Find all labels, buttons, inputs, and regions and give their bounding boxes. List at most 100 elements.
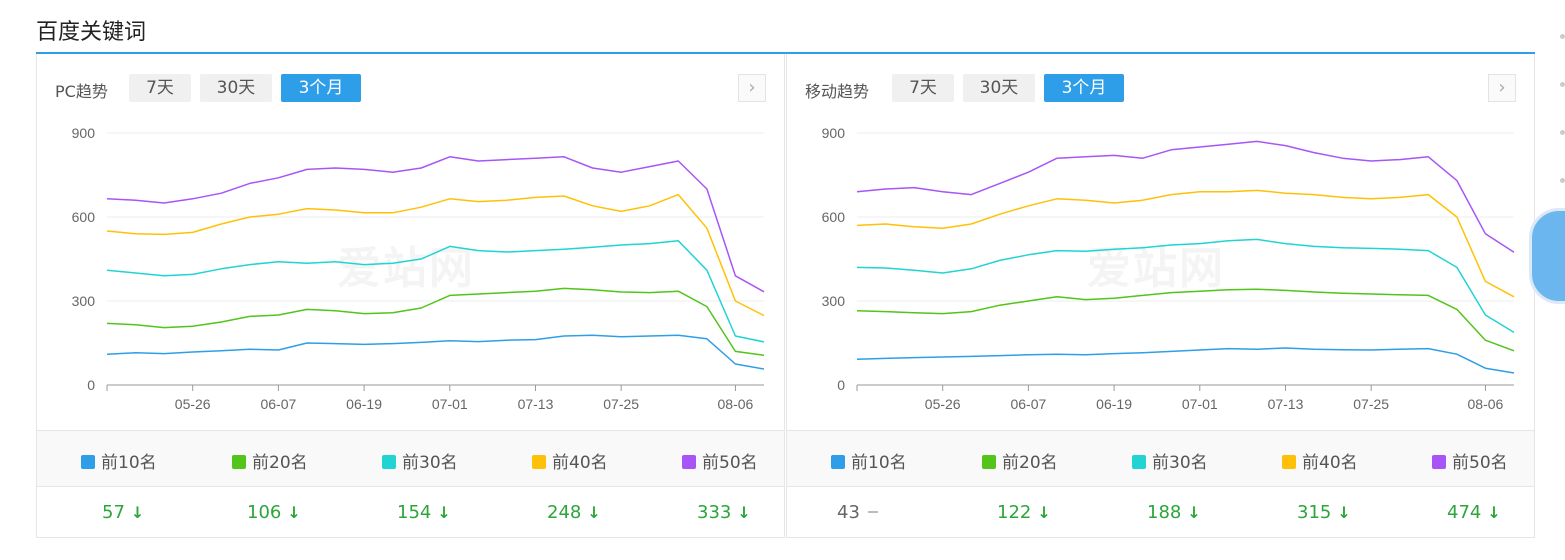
x-tick-label: 07-13 <box>518 396 554 412</box>
legend-label: 前20名 <box>252 453 308 473</box>
value-number: 333 <box>697 502 732 523</box>
series-line-3 <box>106 240 765 343</box>
legend-label: 前30名 <box>1152 453 1208 473</box>
value-number: 122 <box>997 502 1032 523</box>
mobile-legend-top10[interactable]: 前10名 <box>831 448 907 473</box>
legend-swatch <box>1132 455 1146 469</box>
pc-legend-top20[interactable]: 前20名 <box>232 448 308 473</box>
mobile-value-top20: 122 ↓ <box>997 502 1051 523</box>
value-number: 315 <box>1297 502 1332 523</box>
section-title: 百度关键词 <box>36 20 147 45</box>
pc-range-7d-button[interactable]: 7天 <box>129 74 191 102</box>
value-number: 43 <box>837 502 860 523</box>
x-tick-label: 05-26 <box>175 396 211 412</box>
y-tick-label: 300 <box>72 293 96 309</box>
series-line-2 <box>106 287 765 357</box>
mobile-trend-label: 移动趋势 <box>805 82 870 101</box>
pc-legend-top50[interactable]: 前50名 <box>682 448 758 473</box>
value-number: 57 <box>102 502 125 523</box>
legend-label: 前20名 <box>1002 453 1058 473</box>
arrow-down-icon: ↓ <box>287 503 301 522</box>
mobile-panel-header: 移动趋势 7天 30天 3个月 › <box>805 74 1516 104</box>
x-tick-label: 07-25 <box>603 396 639 412</box>
x-tick-label: 06-19 <box>1096 396 1132 412</box>
series-line-2 <box>856 288 1515 352</box>
series-line-4 <box>856 189 1515 298</box>
x-tick-label: 08-06 <box>1468 396 1504 412</box>
x-tick-label: 05-26 <box>925 396 961 412</box>
pc-legend-top10[interactable]: 前10名 <box>81 448 157 473</box>
legend-swatch <box>232 455 246 469</box>
pc-legend: 前10名 前20名 前30名 前40名 前50名 <box>37 430 784 487</box>
mobile-trend-chart: 0 300 600 900 05-26 06-07 06-19 07-01 07-13 07-25… <box>822 125 1515 412</box>
mobile-range-3m-button[interactable]: 3个月 <box>1044 74 1124 102</box>
mobile-value-top30: 188 ↓ <box>1147 502 1201 523</box>
y-tick-label: 600 <box>72 209 96 225</box>
pc-values: 57 ↓ 106 ↓ 154 ↓ 248 ↓ 333 ↓ <box>37 486 784 538</box>
y-tick-label: 900 <box>822 125 846 141</box>
value-number: 106 <box>247 502 282 523</box>
legend-swatch <box>382 455 396 469</box>
pc-panel-header: PC趋势 7天 30天 3个月 › <box>55 74 766 104</box>
floating-badge-icon[interactable] <box>1529 208 1565 304</box>
legend-swatch <box>982 455 996 469</box>
mobile-values: 43 122 ↓ 188 ↓ 315 ↓ 474 ↓ <box>787 486 1534 538</box>
arrow-down-icon: ↓ <box>130 503 145 522</box>
mobile-legend-top50[interactable]: 前50名 <box>1432 448 1508 473</box>
mobile-legend-top40[interactable]: 前40名 <box>1282 448 1358 473</box>
title-underline <box>36 52 1535 54</box>
legend-swatch <box>532 455 546 469</box>
pc-value-top30: 154 ↓ <box>397 502 451 523</box>
mobile-range-7d-button[interactable]: 7天 <box>892 74 954 102</box>
series-line-1 <box>856 347 1515 374</box>
mobile-trend-panel: 移动趋势 7天 30天 3个月 › 爱站网 0 300 600 900 05-26 06-… <box>786 54 1535 538</box>
mobile-legend-top30[interactable]: 前30名 <box>1132 448 1208 473</box>
y-tick-label: 300 <box>822 293 846 309</box>
legend-label: 前40名 <box>552 453 608 473</box>
arrow-down-icon: ↓ <box>1337 503 1351 522</box>
value-number: 248 <box>547 502 582 523</box>
pc-range-3m-button[interactable]: 3个月 <box>281 74 361 102</box>
y-tick-label: 600 <box>822 209 846 225</box>
y-tick-label: 900 <box>72 125 96 141</box>
x-tick-label: 08-06 <box>718 396 754 412</box>
series-line-5 <box>856 140 1515 253</box>
x-tick-label: 07-01 <box>432 396 468 412</box>
pc-legend-top30[interactable]: 前30名 <box>382 448 458 473</box>
series-line-5 <box>106 156 765 293</box>
mobile-range-30d-button[interactable]: 30天 <box>963 74 1035 102</box>
pc-value-top50: 333 ↓ <box>697 502 751 523</box>
mobile-value-top10: 43 <box>837 502 878 523</box>
arrow-down-icon: ↓ <box>1187 503 1201 522</box>
flat-trend-icon <box>867 511 878 513</box>
mobile-legend-top20[interactable]: 前20名 <box>982 448 1058 473</box>
pc-value-top20: 106 ↓ <box>247 502 301 523</box>
arrow-down-icon: ↓ <box>1487 503 1501 522</box>
legend-label: 前50名 <box>702 453 758 473</box>
mobile-watermark: 爱站网 <box>1087 232 1225 296</box>
mobile-next-arrow-icon[interactable]: › <box>1488 74 1516 102</box>
y-tick-label: 0 <box>837 377 845 393</box>
legend-swatch <box>1282 455 1296 469</box>
legend-label: 前30名 <box>402 453 458 473</box>
side-dot <box>1560 178 1565 183</box>
pc-value-top10: 57 ↓ <box>102 502 144 523</box>
arrow-down-icon: ↓ <box>737 503 751 522</box>
arrow-down-icon: ↓ <box>437 503 451 522</box>
pc-range-30d-button[interactable]: 30天 <box>200 74 272 102</box>
mobile-value-top40: 315 ↓ <box>1297 502 1351 523</box>
series-line-4 <box>106 193 765 317</box>
value-number: 188 <box>1147 502 1182 523</box>
y-tick-label: 0 <box>87 377 95 393</box>
pc-legend-top40[interactable]: 前40名 <box>532 448 608 473</box>
legend-label: 前40名 <box>1302 453 1358 473</box>
legend-swatch <box>81 455 95 469</box>
series-line-1 <box>106 334 765 370</box>
pc-next-arrow-icon[interactable]: › <box>738 74 766 102</box>
legend-label: 前50名 <box>1452 453 1508 473</box>
pc-trend-chart: 0 300 600 900 05-26 06-07 06-19 07-01 07-13 07-25… <box>72 125 765 412</box>
x-tick-label: 06-07 <box>260 396 296 412</box>
value-number: 474 <box>1447 502 1482 523</box>
x-tick-label: 07-13 <box>1268 396 1304 412</box>
legend-label: 前10名 <box>101 453 157 473</box>
